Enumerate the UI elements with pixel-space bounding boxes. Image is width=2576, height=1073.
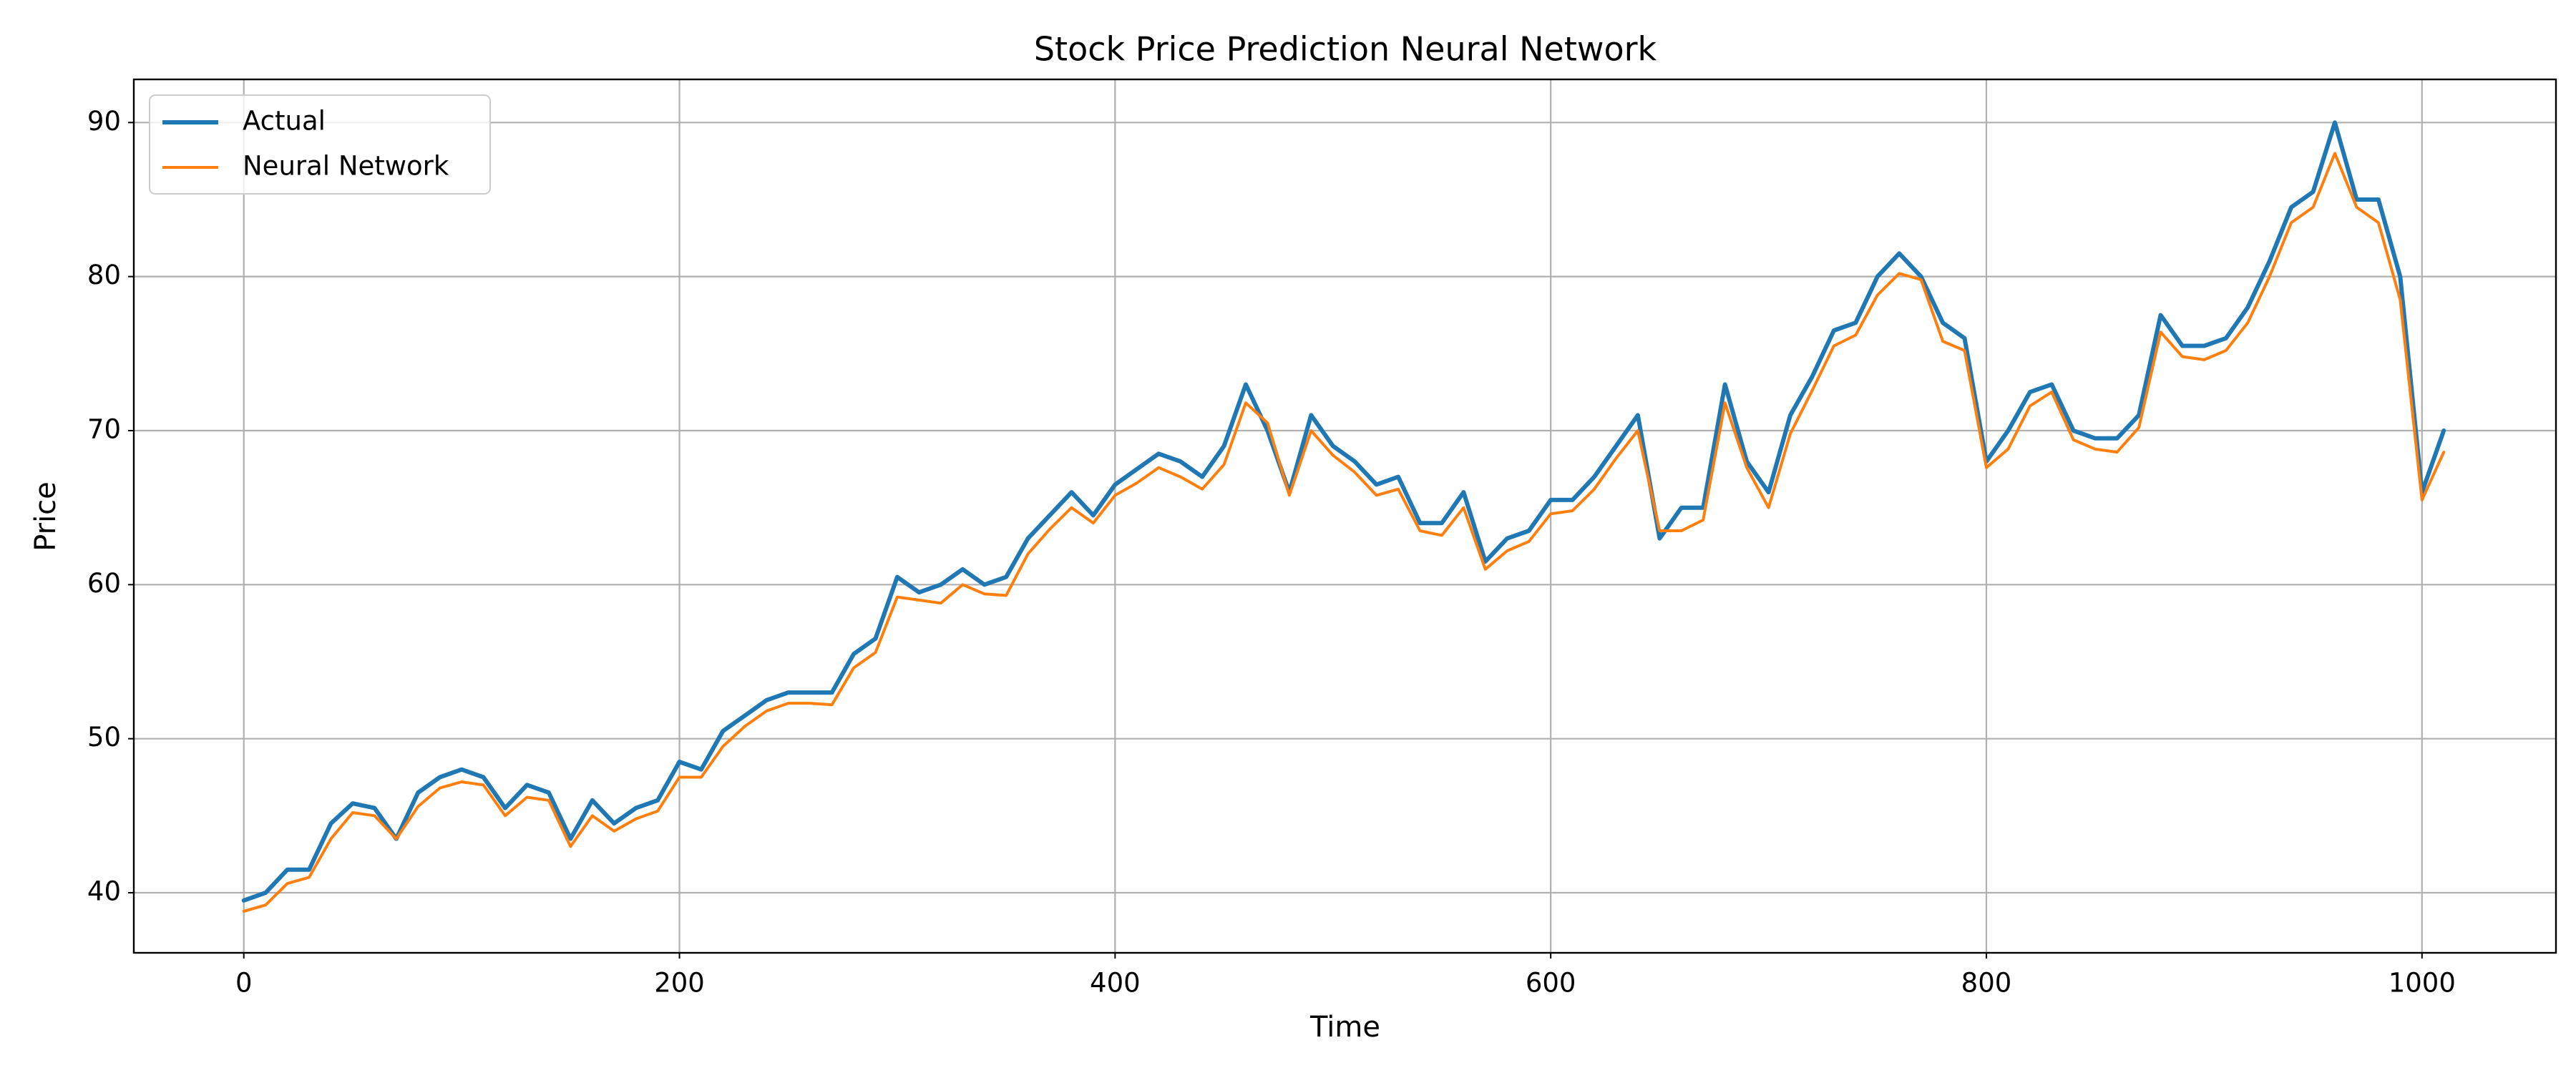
x-tick-label: 600 xyxy=(1526,968,1576,999)
y-tick-label: 40 xyxy=(87,876,121,907)
legend-label: Neural Network xyxy=(243,151,449,182)
legend: Actual Neural Network xyxy=(149,94,491,195)
legend-box xyxy=(149,94,491,195)
y-tick-label: 50 xyxy=(87,722,121,753)
plot-frame xyxy=(132,78,2557,954)
y-tick-label: 70 xyxy=(87,413,121,444)
x-tick-label: 800 xyxy=(1961,968,2012,999)
y-tick-label: 80 xyxy=(87,260,121,290)
line-series xyxy=(242,152,2446,913)
x-tick-label: 1000 xyxy=(2389,968,2456,999)
chart-title: Stock Price Prediction Neural Network xyxy=(1034,30,1657,69)
x-tick-label: 200 xyxy=(654,968,705,999)
y-tick-label: 60 xyxy=(87,568,121,599)
y-axis-label: Price xyxy=(29,481,62,552)
x-axis-label: Time xyxy=(1309,1011,1380,1044)
y-tick-label: 90 xyxy=(87,106,121,137)
x-tick-label: 400 xyxy=(1090,968,1141,999)
x-tick-label: 0 xyxy=(235,968,253,999)
line-series xyxy=(241,120,2446,903)
legend-label: Actual xyxy=(243,106,326,137)
